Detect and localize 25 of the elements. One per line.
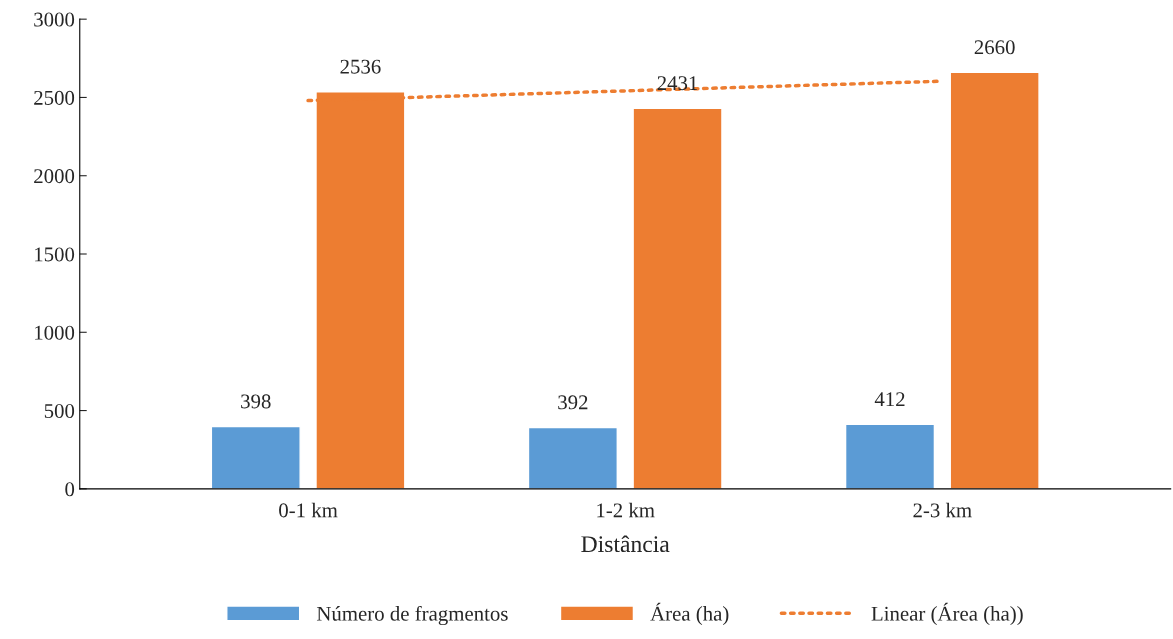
legend-label: Linear (Área (ha)) <box>871 602 1023 626</box>
legend-label: Número de fragmentos <box>316 605 508 626</box>
data-label: 2660 <box>974 40 1015 55</box>
x-axis-title: Distância <box>581 535 670 553</box>
y-tick-label: 500 <box>44 403 75 418</box>
legend-label: Área (ha) <box>650 602 729 626</box>
data-label: 2536 <box>340 59 381 74</box>
data-label: 398 <box>241 394 271 409</box>
data-label: 392 <box>558 395 588 410</box>
y-tick-label: 0 <box>65 482 75 497</box>
bar <box>844 423 936 489</box>
y-tick-label: 2000 <box>34 169 75 184</box>
y-tick-label: 3000 <box>34 12 75 27</box>
data-label: 412 <box>874 392 905 407</box>
bar <box>527 426 618 489</box>
data-label: 2431 <box>657 76 698 91</box>
bar <box>949 71 1040 489</box>
x-tick-label: 2-3 km <box>913 502 972 518</box>
bar <box>632 107 723 489</box>
y-tick-label: 1500 <box>35 247 75 262</box>
bar <box>210 425 301 489</box>
x-tick-label: 1-2 km <box>597 502 655 518</box>
y-tick-label: 2500 <box>34 90 75 105</box>
y-tick-label: 1000 <box>35 325 75 340</box>
x-tick-label: 0-1 km <box>279 502 338 518</box>
